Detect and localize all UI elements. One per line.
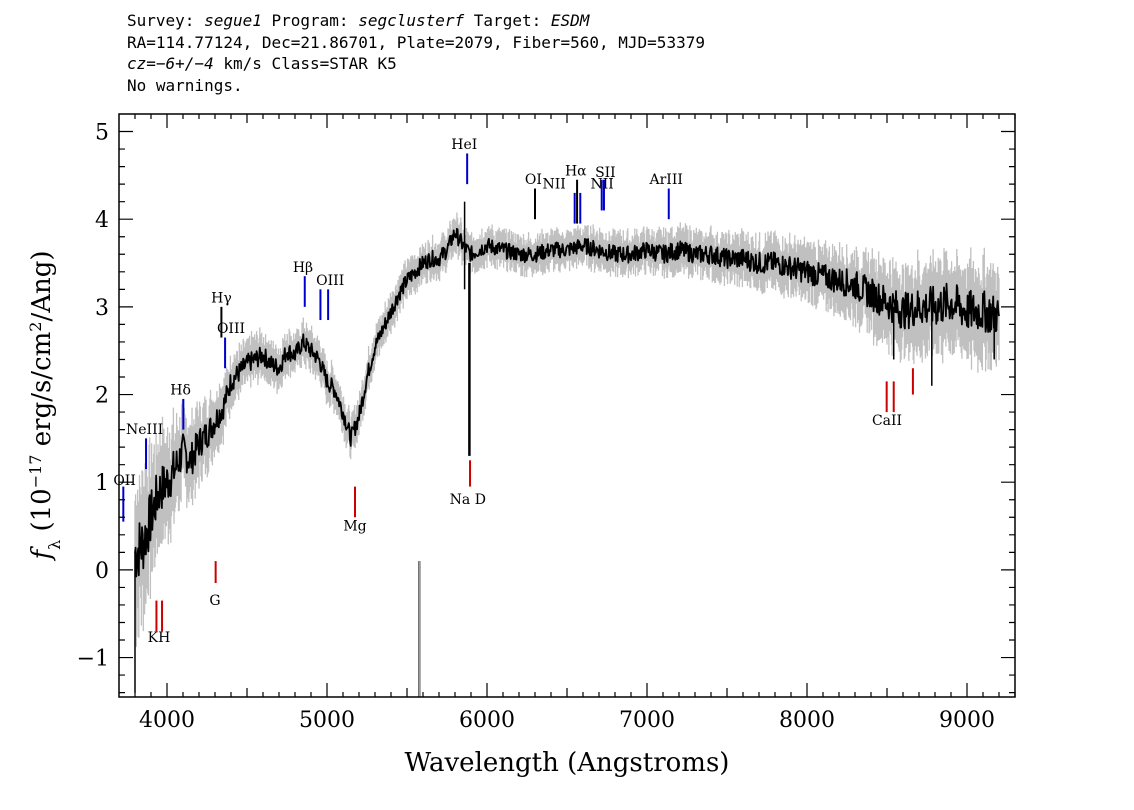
absorption-line-label: Mg bbox=[343, 518, 366, 534]
plot-frame bbox=[118, 113, 1016, 698]
emission-line-label: Hβ bbox=[293, 260, 313, 276]
y-tick-label: 2 bbox=[95, 384, 109, 409]
target-value: ESDM bbox=[550, 11, 590, 30]
cz-units-class: km/s Class=STAR K5 bbox=[213, 54, 397, 73]
emission-line-label: Hγ bbox=[211, 290, 232, 306]
y-axis-label: fλ (10−17 erg/s/cm2/Ang) bbox=[26, 250, 64, 561]
emission-line-label: OIII bbox=[316, 273, 344, 289]
spectrum-header: Survey: segue1 Program: segclusterf Targ… bbox=[127, 10, 705, 96]
emission-line-label: Hα bbox=[565, 163, 587, 179]
axes: 4000 5000 6000 7000 8000 9000 −1 0 1 2 3 4 5 bbox=[77, 113, 1016, 733]
absorption-line-label: Na D bbox=[450, 492, 486, 508]
axis-ticks bbox=[119, 114, 1016, 697]
x-axis-label: Wavelength (Angstroms) bbox=[405, 748, 730, 778]
x-tick-label: 7000 bbox=[619, 708, 675, 733]
x-tick-label: 6000 bbox=[459, 708, 515, 733]
survey-label: Survey: bbox=[127, 11, 205, 30]
header-line-redshift: cz=−6+/−4 km/s Class=STAR K5 bbox=[127, 53, 705, 75]
emission-line-label: SII bbox=[595, 165, 616, 181]
x-tick-label: 4000 bbox=[139, 708, 195, 733]
error-band-layer bbox=[134, 212, 1000, 647]
x-tick-label: 9000 bbox=[939, 708, 995, 733]
absorption-line-label: G bbox=[209, 593, 220, 609]
flux-error-band bbox=[134, 212, 1000, 647]
y-tick-label: −1 bbox=[77, 647, 109, 672]
emission-line-label: Hδ bbox=[170, 383, 191, 399]
emission-line-label: NeIII bbox=[126, 422, 163, 438]
y-tick-label: 3 bbox=[95, 296, 109, 321]
program-label: Program: bbox=[261, 11, 359, 30]
flux-layer bbox=[134, 227, 1000, 578]
y-tick-label: 1 bbox=[95, 471, 109, 496]
emission-line-label: ArIII bbox=[648, 172, 682, 188]
absorption-line-label: KH bbox=[148, 630, 171, 646]
header-line-survey: Survey: segue1 Program: segclusterf Targ… bbox=[127, 10, 705, 32]
x-tick-label: 8000 bbox=[779, 708, 835, 733]
feature-layer bbox=[134, 201, 995, 697]
flux-line bbox=[134, 227, 1000, 578]
header-line-warnings: No warnings. bbox=[127, 75, 243, 95]
emission-line-label: OII bbox=[113, 473, 136, 489]
x-tick-label: 5000 bbox=[299, 708, 355, 733]
y-tick-label: 0 bbox=[95, 559, 109, 584]
target-label: Target: bbox=[464, 11, 551, 30]
emission-line-label: HeI bbox=[451, 137, 477, 153]
emission-line-label: OI bbox=[525, 172, 542, 188]
y-tick-label: 5 bbox=[95, 121, 109, 146]
program-value: segclusterf bbox=[358, 11, 465, 30]
survey-value: segue1 bbox=[204, 11, 262, 30]
emission-line-label: NII bbox=[543, 177, 566, 193]
absorption-line-label: CaII bbox=[872, 413, 902, 429]
cz-label: cz bbox=[127, 54, 147, 73]
header-line-coordinates: RA=114.77124, Dec=21.86701, Plate=2079, … bbox=[127, 32, 705, 52]
y-tick-label: 4 bbox=[95, 208, 109, 233]
emission-line-label: NII bbox=[591, 177, 614, 193]
emission-line-label: OIII bbox=[217, 321, 245, 337]
cz-value: =−6+/−4 bbox=[146, 54, 214, 73]
